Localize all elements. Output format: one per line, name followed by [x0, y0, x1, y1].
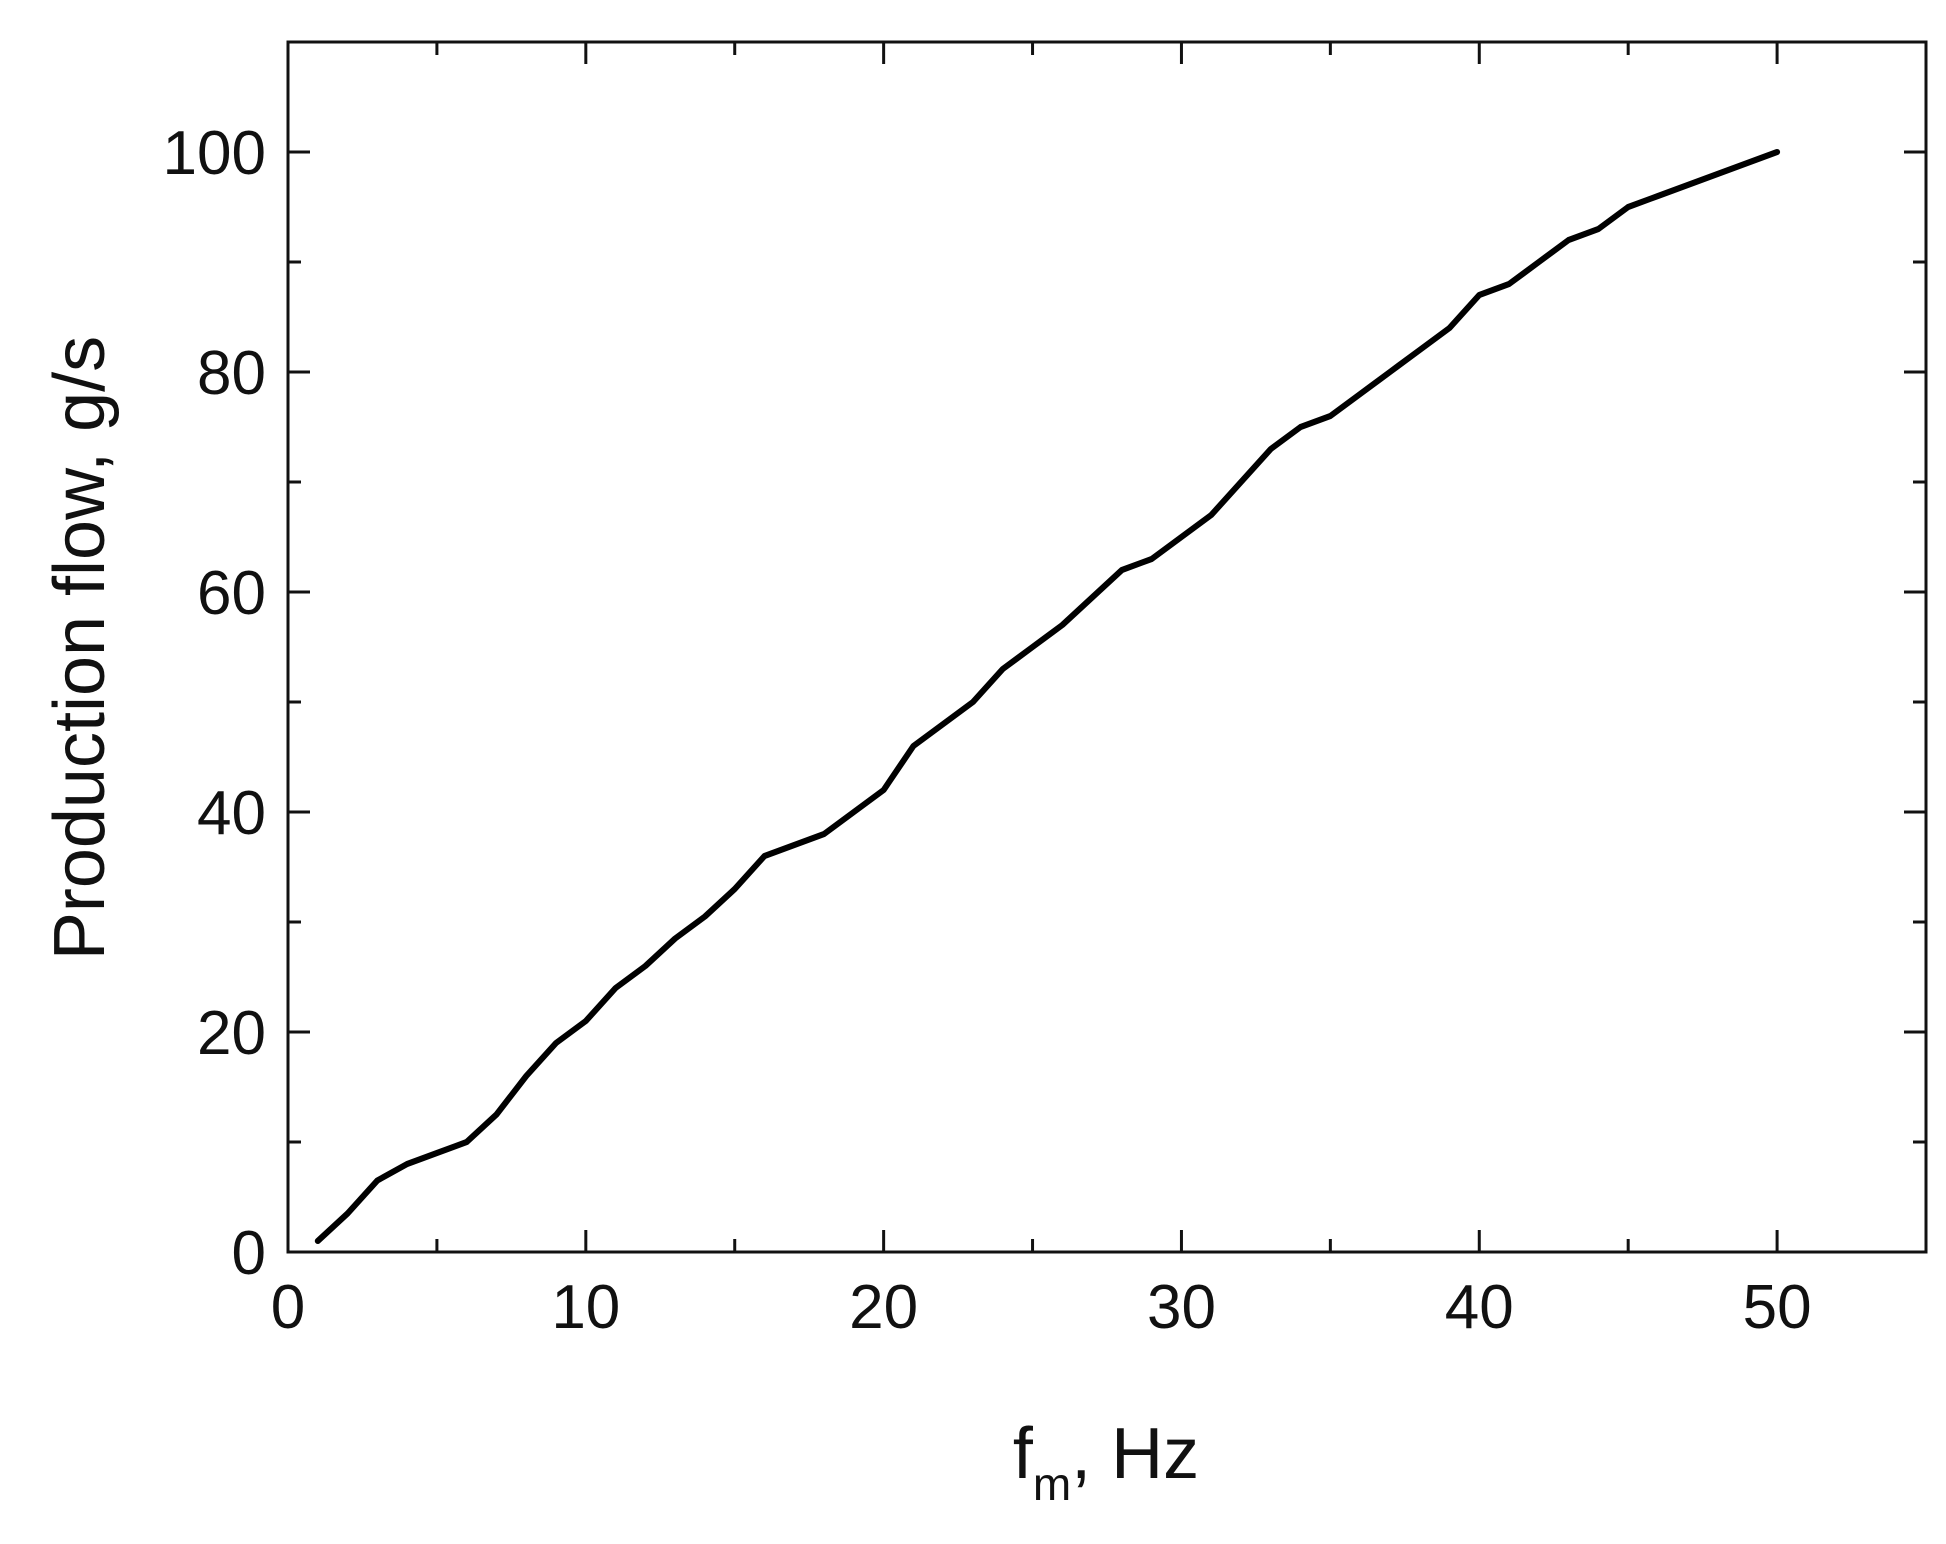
- x-tick-label: 30: [1147, 1273, 1216, 1342]
- x-tick-label: 40: [1445, 1273, 1514, 1342]
- y-tick-label: 0: [232, 1219, 266, 1288]
- x-axis-title-suffix: , Hz: [1071, 1414, 1199, 1494]
- x-tick-label: 10: [551, 1273, 620, 1342]
- x-tick-label: 50: [1743, 1273, 1812, 1342]
- y-tick-label: 20: [197, 999, 266, 1068]
- y-tick-label: 60: [197, 559, 266, 628]
- y-tick-label: 80: [197, 339, 266, 408]
- y-tick-label: 100: [163, 119, 266, 188]
- x-tick-labels: 0 10 20 30 40 50: [271, 1273, 1812, 1342]
- series-line: [314, 149, 1781, 1244]
- y-axis-title: Production flow, g/s: [40, 336, 120, 960]
- x-axis-title-main: f: [1013, 1414, 1034, 1494]
- x-axis-title-subscript: m: [1033, 1458, 1071, 1510]
- x-axis-title: fm, Hz: [1013, 1414, 1199, 1510]
- y-tick-label: 40: [197, 779, 266, 848]
- y-tick-labels: 0 20 40 60 80 100: [163, 119, 266, 1288]
- x-tick-label: 0: [271, 1273, 305, 1342]
- minor-ticks: [288, 42, 1926, 1252]
- x-tick-label: 20: [849, 1273, 918, 1342]
- plot-frame: [286, 40, 1928, 1254]
